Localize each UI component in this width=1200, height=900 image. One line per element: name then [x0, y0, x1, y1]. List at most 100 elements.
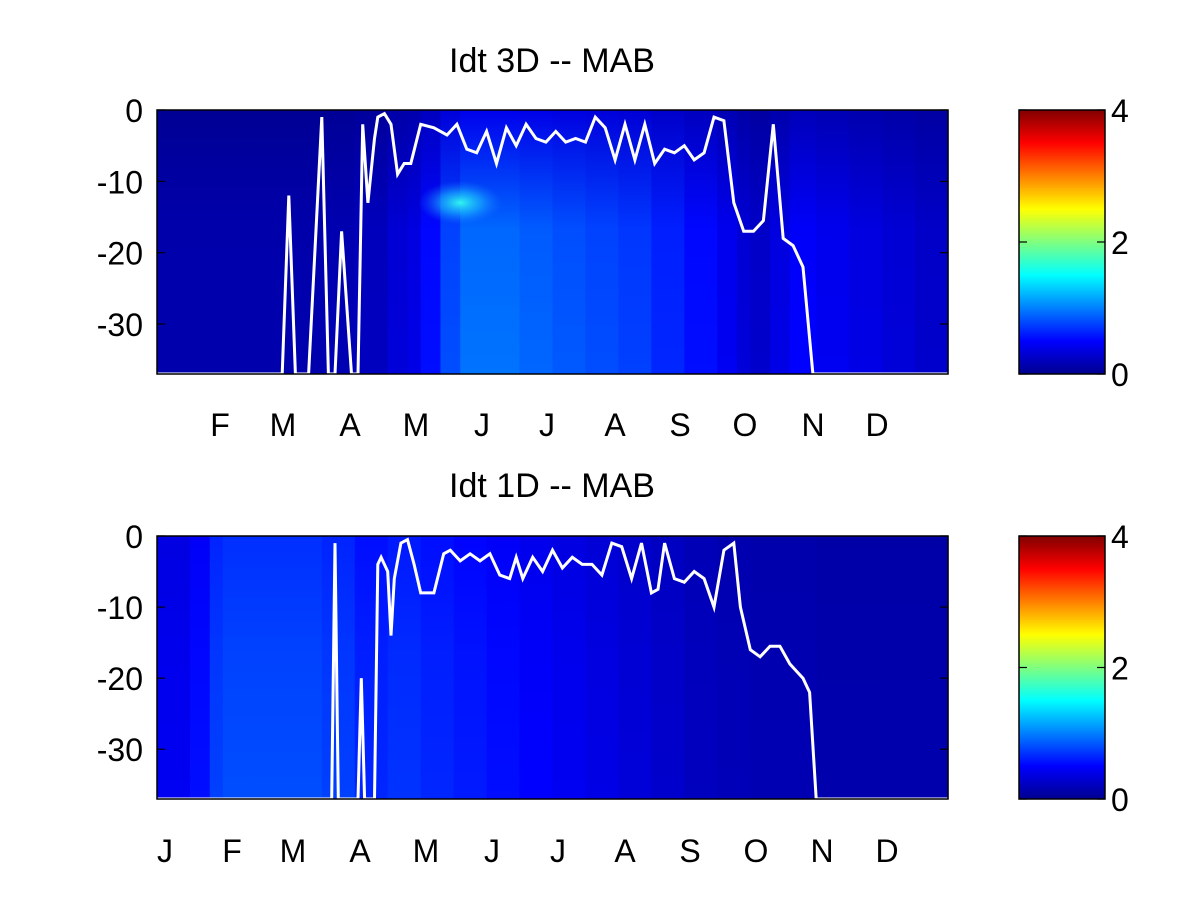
- plot-frame: [156, 535, 949, 800]
- colorbar-ticks: 0 2 4: [1019, 93, 1129, 393]
- x-tick-label: O: [744, 833, 769, 869]
- heatmap-area: [157, 536, 949, 799]
- heatmap-column: [157, 536, 191, 799]
- x-tick-label: F: [222, 833, 242, 869]
- chart-title: Idt 1D -- MAB: [449, 467, 655, 505]
- heatmap-column: [585, 110, 620, 374]
- x-tick-label: D: [875, 833, 898, 869]
- heatmap-column: [816, 536, 850, 799]
- heatmap-column: [407, 110, 422, 374]
- heatmap-column: [552, 536, 587, 799]
- x-tick-label: J: [474, 407, 490, 443]
- y-tick-label: -30: [97, 307, 143, 343]
- x-tick-label: J: [484, 833, 500, 869]
- heatmap-column: [255, 536, 290, 799]
- heatmap-column: [387, 110, 409, 374]
- colorbar-tick-label: 2: [1111, 225, 1129, 261]
- heatmap-column: [770, 110, 791, 374]
- x-tick-label: N: [810, 833, 833, 869]
- heatmap-column: [618, 536, 652, 799]
- heatmap-column: [460, 110, 488, 374]
- colorbar-ticks: 0 2 4: [1019, 519, 1129, 818]
- x-tick-label: J: [157, 833, 173, 869]
- heatmap-column: [684, 110, 718, 374]
- heatmap-column: [789, 110, 817, 374]
- heatmap-column: [651, 536, 685, 799]
- heatmap-column: [519, 110, 554, 374]
- heatmap-area: [157, 110, 949, 374]
- heatmap-column: [209, 536, 224, 799]
- heatmap-column: [440, 110, 461, 374]
- x-tick-label: J: [539, 407, 555, 443]
- heatmap-column: [849, 536, 883, 799]
- x-tick-label: O: [733, 407, 758, 443]
- heatmap-column: [189, 536, 211, 799]
- colorbar: [1018, 535, 1106, 800]
- y-tick-label: -10: [97, 164, 143, 200]
- mixed-layer-depth-line: [157, 537, 948, 801]
- heatmap-column: [486, 536, 521, 799]
- heatmap-column: [783, 536, 817, 799]
- heatmap-column: [189, 110, 224, 374]
- x-tick-label: M: [270, 407, 297, 443]
- x-tick-label: A: [349, 833, 371, 869]
- heatmap-column: [651, 110, 685, 374]
- heatmap-column: [519, 536, 554, 799]
- heatmap-column: [816, 110, 850, 374]
- colorbar: [1018, 109, 1106, 375]
- mixed-layer-depth-line: [157, 111, 948, 376]
- heatmap-column: [849, 110, 883, 374]
- y-tick-label: -20: [97, 661, 143, 697]
- colorbar-tick-label: 4: [1111, 93, 1129, 129]
- x-tick-label: F: [210, 407, 230, 443]
- plot-frame: [156, 109, 949, 375]
- heatmap-column: [420, 110, 442, 374]
- x-tick-label: M: [413, 833, 440, 869]
- y-tick-label: 0: [125, 519, 143, 555]
- y-tick-label: 0: [125, 93, 143, 129]
- x-tick-label: S: [679, 833, 700, 869]
- heatmap-column: [618, 110, 652, 374]
- chart-panel-1d: Idt 1D -- MAB J F M A M J J A S O N D 0 -10 -20 -30 0 2…: [97, 467, 1129, 869]
- y-axis-ticks: 0 -10 -20 -30: [97, 93, 948, 343]
- heatmap-column: [750, 110, 771, 374]
- heatmap-column: [717, 536, 751, 799]
- colorbar-tick-label: 4: [1111, 519, 1129, 555]
- heatmap-column: [717, 110, 738, 374]
- chart-panel-3d: Idt 3D -- MAB F M A M J J A S O N D 0 -10 -20 -30 0 2 4: [97, 42, 1129, 443]
- x-tick-label: M: [403, 407, 430, 443]
- colorbar-tick-label: 0: [1111, 357, 1129, 393]
- heatmap-column: [882, 110, 916, 374]
- heatmap-column: [915, 536, 949, 799]
- heatmap-column: [750, 536, 784, 799]
- x-tick-label: N: [801, 407, 824, 443]
- y-tick-label: -20: [97, 236, 143, 272]
- heatmap-column: [288, 536, 323, 799]
- x-tick-label: A: [339, 407, 361, 443]
- heatmap-column: [737, 110, 751, 374]
- x-tick-label: D: [865, 407, 888, 443]
- colorbar-tick-label: 0: [1111, 782, 1129, 818]
- y-axis-ticks: 0 -10 -20 -30: [97, 519, 948, 768]
- heatmap-column: [882, 536, 916, 799]
- y-tick-label: -10: [97, 590, 143, 626]
- x-tick-label: S: [669, 407, 690, 443]
- y-tick-label: -30: [97, 732, 143, 768]
- heatmap-column: [222, 110, 257, 374]
- heatmap-column: [585, 536, 620, 799]
- x-tick-label: A: [614, 833, 636, 869]
- heatmap-column: [157, 110, 191, 374]
- heatmap-column: [684, 536, 718, 799]
- x-tick-label: A: [604, 407, 626, 443]
- x-tick-label: J: [550, 833, 566, 869]
- heatmap-column: [222, 536, 257, 799]
- heatmap-column: [453, 536, 488, 799]
- heatmap-hotspot: [418, 180, 503, 225]
- heatmap-column: [915, 110, 949, 374]
- x-tick-label: M: [280, 833, 307, 869]
- colorbar-tick-label: 2: [1111, 651, 1129, 687]
- heatmap-column: [552, 110, 587, 374]
